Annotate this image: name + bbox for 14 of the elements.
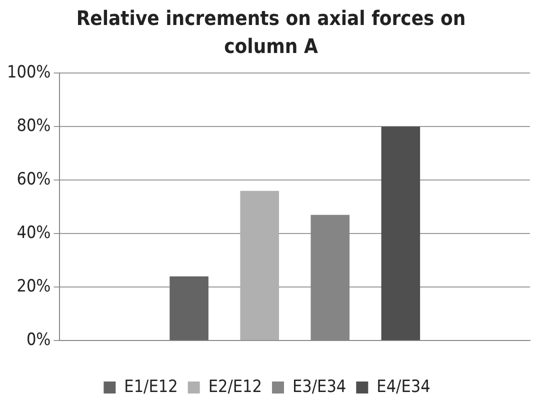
legend-label: E2/E12 [208, 376, 262, 397]
bar [170, 276, 208, 340]
legend-label: E4/E34 [376, 376, 430, 397]
y-tick-label: 40% [16, 223, 51, 244]
legend-label: E1/E12 [124, 376, 178, 397]
legend-label: E3/E34 [292, 376, 346, 397]
y-tick-label: 80% [16, 116, 51, 136]
y-tick-label: 20% [16, 276, 51, 297]
chart-title: Relative increments on axial forces on column A [75, 5, 467, 60]
y-tick-label: 60% [16, 170, 51, 190]
y-tick-label: 100% [6, 62, 51, 83]
y-tick-label: 0% [26, 330, 51, 350]
bar [381, 126, 420, 340]
bar [240, 190, 279, 340]
